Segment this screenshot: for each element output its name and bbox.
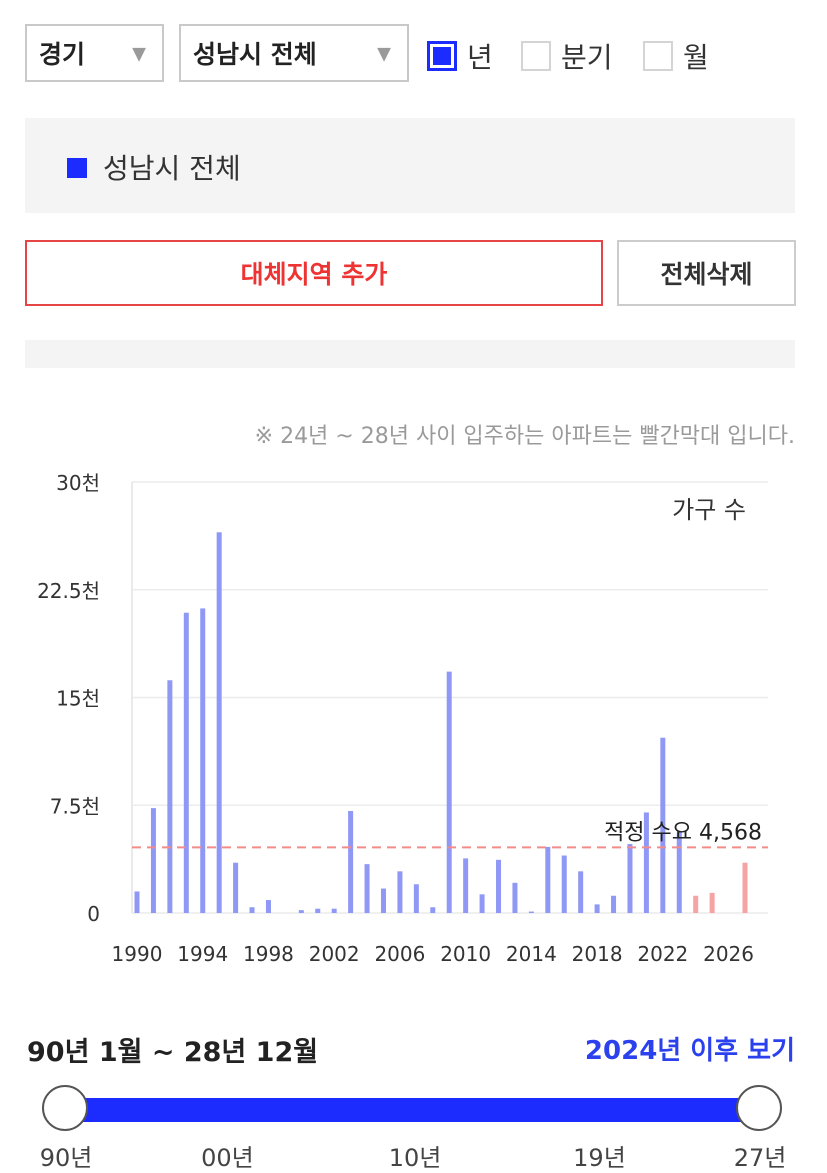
bar-2013 (512, 882, 518, 913)
bar-2019 (611, 895, 617, 913)
period-label-quarter: 분기 (561, 41, 613, 74)
bar-2022 (660, 737, 666, 913)
period-range-label: 90년 1월 ~ 28년 12월 (27, 1037, 319, 1068)
bar-1996 (233, 862, 239, 913)
range-slider-end-handle[interactable] (736, 1085, 782, 1131)
x-tick-label: 2018 (572, 942, 623, 966)
bar-2018 (594, 904, 600, 913)
bar-2011 (479, 894, 485, 913)
bar-2004 (364, 864, 370, 913)
x-tick-label: 2022 (637, 942, 688, 966)
bar-1998 (265, 900, 271, 913)
x-tick-label: 1998 (243, 942, 294, 966)
city-select-value: 성남시 전체 (193, 40, 317, 69)
x-tick-label: 1994 (177, 942, 228, 966)
bar-2016 (561, 855, 567, 913)
bar-1992 (167, 680, 173, 913)
range-slider-track[interactable] (66, 1098, 760, 1122)
checkbox-checked-icon[interactable] (427, 41, 457, 71)
bar-1997 (249, 907, 255, 913)
unit-label: 가구 수 (672, 496, 746, 524)
period-checkbox-month[interactable]: 월 (643, 36, 709, 76)
range-tick-label: 00년 (201, 1144, 254, 1172)
range-tick-label: 27년 (733, 1144, 787, 1172)
period-checkbox-year[interactable]: 년 (427, 36, 493, 76)
period-checkbox-quarter[interactable]: 분기 (521, 36, 613, 76)
y-axis-ticks: 0 7.5천 15천 22.5천 30천 (37, 471, 100, 926)
clear-all-button[interactable]: 전체삭제 (617, 240, 796, 306)
bar-1990 (134, 891, 140, 913)
range-tick-label: 10년 (388, 1144, 442, 1172)
bar-2020 (627, 844, 633, 913)
reference-line-label: 적정 수요 4,568 (604, 820, 762, 845)
y-tick-label: 15천 (56, 687, 100, 711)
bar-2015 (545, 846, 551, 913)
x-tick-label: 1990 (112, 942, 163, 966)
bar-2025 (709, 892, 715, 913)
bar-2017 (578, 871, 584, 913)
chart-note: ※ 24년 ~ 28년 사이 입주하는 아파트는 빨간막대 입니다. (254, 424, 795, 449)
bar-2014 (528, 911, 534, 913)
period-label-month: 월 (683, 41, 709, 74)
y-tick-label: 22.5천 (37, 579, 100, 603)
y-tick-label: 7.5천 (50, 794, 100, 818)
bar-2003 (348, 810, 354, 913)
x-tick-label: 2002 (309, 942, 360, 966)
bar-1995 (216, 532, 222, 913)
x-tick-label: 2010 (440, 942, 491, 966)
bar-2007 (413, 884, 419, 913)
x-tick-label: 2014 (506, 942, 557, 966)
legend-region-label: 성남시 전체 (103, 152, 241, 185)
divider-strip (25, 340, 795, 368)
period-label-year: 년 (467, 41, 493, 74)
x-tick-label: 2026 (703, 942, 754, 966)
bar-2001 (315, 908, 321, 913)
checkbox-unchecked-icon[interactable] (643, 41, 673, 71)
bar-1993 (183, 612, 189, 913)
checkbox-unchecked-icon[interactable] (521, 41, 551, 71)
bar-2006 (397, 871, 403, 913)
bar-2002 (331, 908, 337, 913)
range-slider-start-handle[interactable] (42, 1085, 88, 1131)
bar-1994 (200, 608, 206, 913)
chart-bars (134, 532, 748, 913)
bar-2010 (463, 858, 469, 913)
range-tick-label: 90년 (39, 1144, 93, 1172)
legend-panel: 성남시 전체 (25, 118, 795, 213)
supply-bar-chart: 0 7.5천 15천 22.5천 30천 1990 1994 1998 2002 2006 201… (37, 471, 768, 966)
province-select[interactable]: 경기 ▼ (25, 24, 164, 82)
bar-2008 (430, 907, 436, 913)
bar-2012 (496, 859, 502, 913)
bar-2021 (643, 812, 649, 913)
bar-2023 (676, 832, 682, 913)
x-tick-label: 2006 (374, 942, 425, 966)
province-select-value: 경기 (39, 40, 86, 69)
chevron-down-icon: ▼ (377, 43, 391, 65)
range-tick-label: 19년 (573, 1144, 626, 1172)
view-after-2024-link[interactable]: 2024년 이후 보기 (584, 1036, 795, 1066)
y-tick-label: 0 (87, 902, 100, 926)
bar-2027 (742, 862, 748, 913)
x-axis-ticks: 1990 1994 1998 2002 2006 2010 2014 2018 2022 2026 (112, 942, 754, 966)
bar-1991 (150, 808, 156, 913)
chevron-down-icon: ▼ (132, 43, 146, 65)
y-tick-label: 30천 (56, 471, 100, 495)
bar-2000 (298, 910, 304, 913)
bar-2024 (693, 895, 699, 913)
city-select[interactable]: 성남시 전체 ▼ (179, 24, 409, 82)
bar-2009 (446, 671, 452, 913)
legend-swatch (67, 158, 87, 178)
bar-2005 (380, 888, 386, 913)
add-region-button[interactable]: 대체지역 추가 (25, 240, 603, 306)
